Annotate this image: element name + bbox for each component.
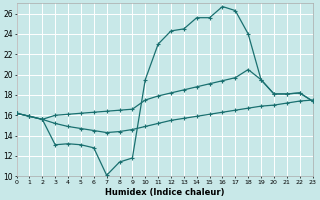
X-axis label: Humidex (Indice chaleur): Humidex (Indice chaleur) bbox=[105, 188, 224, 197]
